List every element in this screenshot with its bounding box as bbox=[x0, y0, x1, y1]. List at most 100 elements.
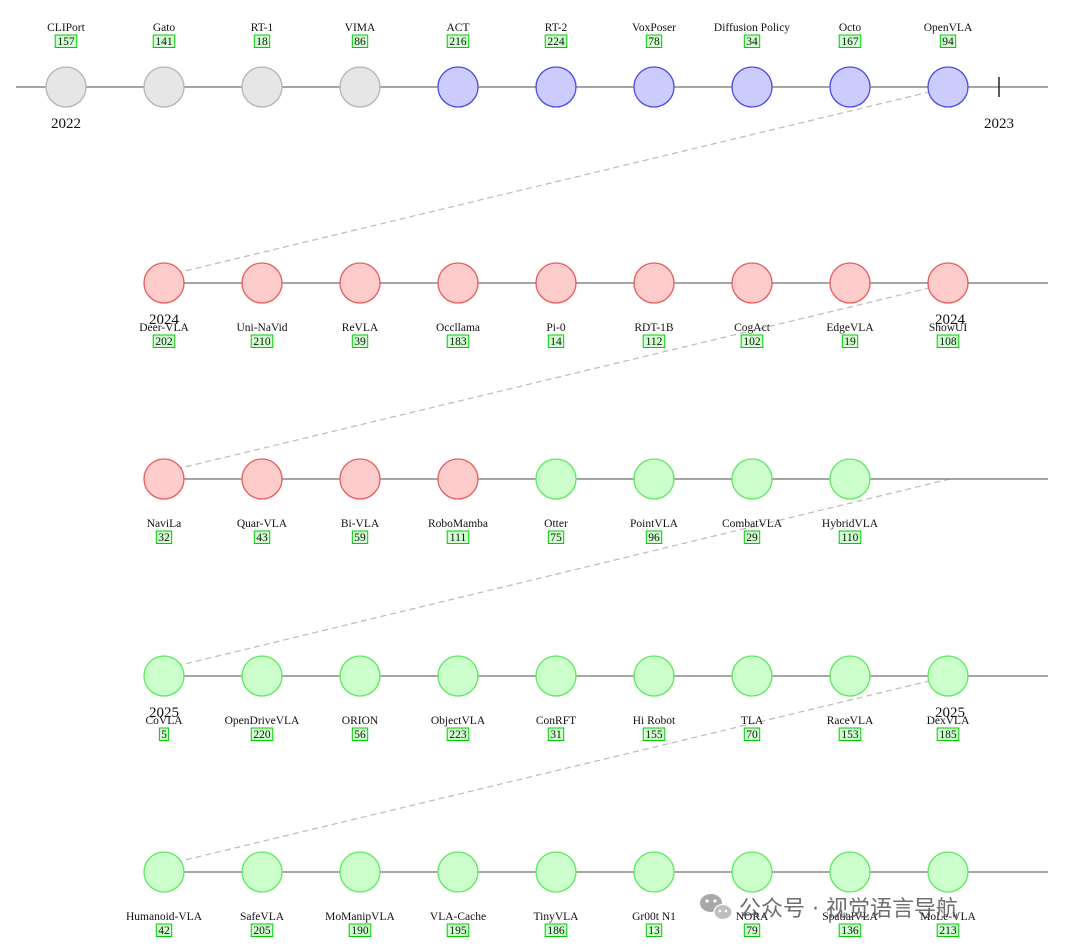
reference-box bbox=[841, 334, 859, 348]
timeline-node: TinyVLA 186 bbox=[534, 851, 579, 937]
reference-badge: 102 bbox=[740, 334, 764, 348]
model-name-label: Hi Robot bbox=[633, 715, 676, 727]
model-name-label: MoLe-VLA bbox=[920, 911, 976, 923]
reference-number: 111 bbox=[450, 532, 467, 544]
model-name-label: CombatVLA bbox=[722, 518, 783, 530]
reference-box bbox=[446, 34, 470, 48]
reference-number: 59 bbox=[354, 532, 366, 544]
reference-number: 110 bbox=[842, 532, 859, 544]
reference-box bbox=[642, 334, 666, 348]
reference-badge: 153 bbox=[838, 727, 862, 741]
reference-number: 223 bbox=[449, 729, 467, 741]
model-node-circle bbox=[829, 851, 871, 893]
timeline-node: VoxPoser 78 bbox=[632, 22, 676, 108]
timeline-node: PointVLA 96 bbox=[630, 458, 679, 544]
timeline-node: DexVLA 185 bbox=[927, 655, 970, 741]
model-name-label: NORA bbox=[736, 911, 769, 923]
timeline-node: Otter 75 bbox=[535, 458, 577, 544]
model-node-circle bbox=[633, 851, 675, 893]
reference-box bbox=[152, 34, 176, 48]
model-name-label: TLA bbox=[741, 715, 764, 727]
reference-badge: 34 bbox=[743, 34, 761, 48]
reference-badge: 29 bbox=[743, 530, 761, 544]
model-name-label: PointVLA bbox=[630, 518, 679, 530]
model-node-circle bbox=[437, 851, 479, 893]
model-name-label: SpatialVLA bbox=[822, 911, 878, 923]
reference-number: 195 bbox=[449, 925, 467, 937]
reference-badge: 79 bbox=[743, 923, 761, 937]
reference-badge: 56 bbox=[351, 727, 369, 741]
row-connector-dashed-line bbox=[163, 675, 951, 866]
wechat-eye bbox=[718, 909, 722, 913]
year-label-start: 2022 bbox=[51, 116, 81, 132]
timeline-node: VIMA 86 bbox=[339, 22, 381, 108]
reference-badge: 213 bbox=[936, 923, 960, 937]
reference-badge: 70 bbox=[743, 727, 761, 741]
reference-badge: 59 bbox=[351, 530, 369, 544]
reference-box bbox=[250, 923, 274, 937]
wechat-eye bbox=[713, 899, 717, 903]
timeline-node: ConRFT 31 bbox=[535, 655, 577, 741]
model-node-circle bbox=[927, 851, 969, 893]
reference-box bbox=[645, 34, 663, 48]
reference-badge: 136 bbox=[838, 923, 862, 937]
model-node-circle bbox=[927, 262, 969, 304]
reference-badge: 111 bbox=[446, 530, 470, 544]
model-node-circle bbox=[731, 458, 773, 500]
reference-number: 205 bbox=[253, 925, 271, 937]
model-name-label: Otter bbox=[544, 518, 568, 530]
model-node-circle bbox=[535, 262, 577, 304]
reference-number: 190 bbox=[351, 925, 369, 937]
reference-number: 29 bbox=[746, 532, 758, 544]
reference-number: 19 bbox=[844, 336, 856, 348]
model-name-label: Occllama bbox=[436, 322, 480, 334]
model-name-label: RoboMamba bbox=[428, 518, 488, 530]
timeline-node: ACT 216 bbox=[437, 22, 479, 108]
model-name-label: NaviLa bbox=[147, 518, 181, 530]
reference-badge: 223 bbox=[446, 727, 470, 741]
reference-badge: 112 bbox=[642, 334, 666, 348]
model-node-circle bbox=[241, 66, 283, 108]
reference-number: 102 bbox=[743, 336, 761, 348]
model-name-label: Octo bbox=[839, 22, 862, 34]
reference-badge: 216 bbox=[446, 34, 470, 48]
row-connector-dashed-line bbox=[163, 282, 951, 473]
model-node-circle bbox=[437, 655, 479, 697]
reference-badge: 185 bbox=[936, 727, 960, 741]
reference-box bbox=[838, 34, 862, 48]
reference-number: 56 bbox=[354, 729, 366, 741]
reference-badge: 167 bbox=[838, 34, 862, 48]
reference-box bbox=[152, 334, 176, 348]
timeline-node: NORA 79 bbox=[731, 851, 773, 937]
reference-box bbox=[838, 530, 862, 544]
model-name-label: VLA-Cache bbox=[430, 911, 486, 923]
reference-box bbox=[351, 34, 369, 48]
reference-box bbox=[544, 34, 568, 48]
reference-badge: 155 bbox=[642, 727, 666, 741]
model-node-circle bbox=[731, 851, 773, 893]
reference-badge: 19 bbox=[841, 334, 859, 348]
timeline-node: RT-1 18 bbox=[241, 22, 283, 108]
timeline-node: CogAct 102 bbox=[731, 262, 773, 348]
model-node-circle bbox=[241, 262, 283, 304]
model-node-circle bbox=[437, 458, 479, 500]
timeline-node: Humanoid-VLA 42 bbox=[126, 851, 203, 937]
watermark: 公众号 · 视觉语言导航 bbox=[700, 894, 958, 922]
reference-badge: 14 bbox=[547, 334, 565, 348]
reference-badge: 42 bbox=[155, 923, 173, 937]
reference-box bbox=[936, 334, 960, 348]
reference-number: 43 bbox=[256, 532, 268, 544]
reference-badge: 220 bbox=[250, 727, 274, 741]
timeline-node: VLA-Cache 195 bbox=[430, 851, 486, 937]
reference-number: 210 bbox=[253, 336, 271, 348]
reference-number: 183 bbox=[449, 336, 467, 348]
model-name-label: Deer-VLA bbox=[139, 322, 189, 334]
reference-badge: 205 bbox=[250, 923, 274, 937]
reference-number: 94 bbox=[942, 36, 954, 48]
reference-number: 141 bbox=[155, 36, 173, 48]
model-node-circle bbox=[633, 66, 675, 108]
reference-badge: 110 bbox=[838, 530, 862, 544]
timeline-node: CoVLA 5 bbox=[143, 655, 185, 741]
reference-number: 5 bbox=[161, 729, 167, 741]
model-node-circle bbox=[731, 66, 773, 108]
